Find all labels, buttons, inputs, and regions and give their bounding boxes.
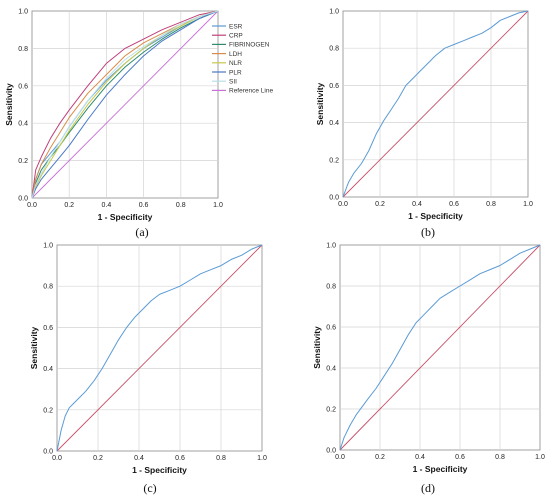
legend-entry: PLR bbox=[229, 69, 242, 76]
legend-entry: ESR bbox=[229, 23, 243, 30]
legend-entry: NLR bbox=[229, 60, 242, 67]
y-tick-label: 0.0 bbox=[326, 448, 336, 455]
x-tick-label: 1.0 bbox=[213, 202, 223, 209]
y-axis-label: Sensitivity bbox=[315, 82, 325, 125]
roc-curve bbox=[31, 10, 219, 199]
x-tick-label: 0.8 bbox=[495, 454, 505, 461]
roc-curve bbox=[342, 10, 529, 198]
y-tick-label: 1.0 bbox=[326, 243, 336, 250]
y-tick-label: 0.2 bbox=[329, 157, 339, 164]
x-axis-label: 1 - Specificity bbox=[413, 464, 468, 474]
y-tick-label: 1.0 bbox=[18, 9, 28, 16]
y-tick-label: 0.8 bbox=[18, 46, 28, 53]
x-tick-label: 0.2 bbox=[375, 454, 385, 461]
x-tick-label: 0.6 bbox=[175, 455, 185, 462]
roc-panel: 0.00.0 0.2 0.2 0.4 0.4 0.6 0.6 0.8 0.8 1.0 1.0 1 - … bbox=[315, 9, 533, 240]
y-tick-label: 0.6 bbox=[329, 83, 339, 90]
reference-line bbox=[339, 244, 541, 451]
y-tick-label: 0.8 bbox=[326, 284, 336, 291]
y-tick-label: 0.2 bbox=[326, 407, 336, 414]
y-axis-label: Sensitivity bbox=[29, 326, 39, 369]
legend-entry: Reference Line bbox=[229, 88, 273, 95]
x-tick-label: 0.0 bbox=[335, 454, 345, 461]
x-tick-label: 1.0 bbox=[523, 201, 533, 208]
panel-label: (b) bbox=[421, 225, 435, 239]
roc-curve bbox=[31, 10, 219, 199]
legend-entry: LDH bbox=[229, 51, 242, 58]
roc-panel: 0.00.0 0.2 0.2 0.4 0.4 0.6 0.6 0.8 0.8 1.0 1.0 1 - … bbox=[4, 9, 273, 240]
reference-line bbox=[342, 10, 529, 198]
y-tick-label: 0.0 bbox=[329, 195, 339, 202]
y-tick-label: 0.6 bbox=[43, 325, 53, 332]
y-tick-label: 0.8 bbox=[329, 46, 339, 53]
x-tick-label: 1.0 bbox=[535, 454, 545, 461]
x-tick-label: 0.8 bbox=[486, 201, 496, 208]
legend-entry: FIBRINOGEN bbox=[229, 42, 270, 49]
x-tick-label: 0.2 bbox=[375, 201, 385, 208]
x-axis-label: 1 - Specificity bbox=[98, 212, 153, 222]
legend-entry: SII bbox=[229, 79, 237, 86]
x-tick-label: 0.6 bbox=[449, 201, 459, 208]
roc-curve bbox=[31, 10, 219, 199]
x-tick-label: 0.0 bbox=[27, 202, 37, 209]
panel-label: (a) bbox=[135, 225, 148, 239]
x-tick-label: 0.4 bbox=[134, 455, 144, 462]
roc-curve bbox=[56, 244, 263, 452]
y-tick-label: 0.6 bbox=[326, 325, 336, 332]
roc-panel: 0.00.0 0.2 0.2 0.4 0.4 0.6 0.6 0.8 0.8 1.0 1.0 1 - … bbox=[29, 243, 267, 496]
y-tick-label: 0.2 bbox=[43, 407, 53, 414]
y-tick-label: 0.0 bbox=[43, 449, 53, 456]
y-tick-label: 0.4 bbox=[326, 366, 336, 373]
roc-curve bbox=[31, 10, 219, 199]
reference-line bbox=[31, 10, 219, 199]
roc-curve bbox=[339, 244, 541, 451]
y-tick-label: 0.4 bbox=[18, 121, 28, 128]
panel-label: (c) bbox=[143, 481, 156, 495]
x-tick-label: 0.6 bbox=[455, 454, 465, 461]
y-tick-label: 0.8 bbox=[43, 284, 53, 291]
y-tick-label: 1.0 bbox=[43, 243, 53, 250]
x-tick-label: 0.0 bbox=[52, 455, 62, 462]
roc-panel: 0.00.0 0.2 0.2 0.4 0.4 0.6 0.6 0.8 0.8 1.0 1.0 1 - … bbox=[312, 243, 545, 496]
y-tick-label: 0.4 bbox=[329, 120, 339, 127]
y-tick-label: 0.4 bbox=[43, 366, 53, 373]
y-axis-label: Sensitivity bbox=[312, 326, 322, 369]
x-tick-label: 0.6 bbox=[139, 202, 149, 209]
x-tick-label: 0.4 bbox=[415, 454, 425, 461]
legend-entry: CRP bbox=[229, 33, 243, 40]
x-tick-label: 0.0 bbox=[338, 201, 348, 208]
x-tick-label: 0.4 bbox=[102, 202, 112, 209]
x-tick-label: 0.2 bbox=[64, 202, 74, 209]
y-tick-label: 0.0 bbox=[18, 196, 28, 203]
y-tick-label: 1.0 bbox=[329, 9, 339, 16]
y-tick-label: 0.6 bbox=[18, 83, 28, 90]
x-tick-label: 0.4 bbox=[412, 201, 422, 208]
x-tick-label: 0.8 bbox=[176, 202, 186, 209]
y-axis-label: Sensitivity bbox=[4, 83, 14, 126]
x-axis-label: 1 - Specificity bbox=[132, 465, 187, 475]
reference-line bbox=[56, 244, 263, 452]
x-axis-label: 1 - Specificity bbox=[408, 211, 463, 221]
x-tick-label: 0.8 bbox=[216, 455, 226, 462]
x-tick-label: 0.2 bbox=[93, 455, 103, 462]
y-tick-label: 0.2 bbox=[18, 158, 28, 165]
x-tick-label: 1.0 bbox=[257, 455, 267, 462]
panel-label: (d) bbox=[421, 481, 435, 495]
roc-curve bbox=[31, 10, 219, 199]
